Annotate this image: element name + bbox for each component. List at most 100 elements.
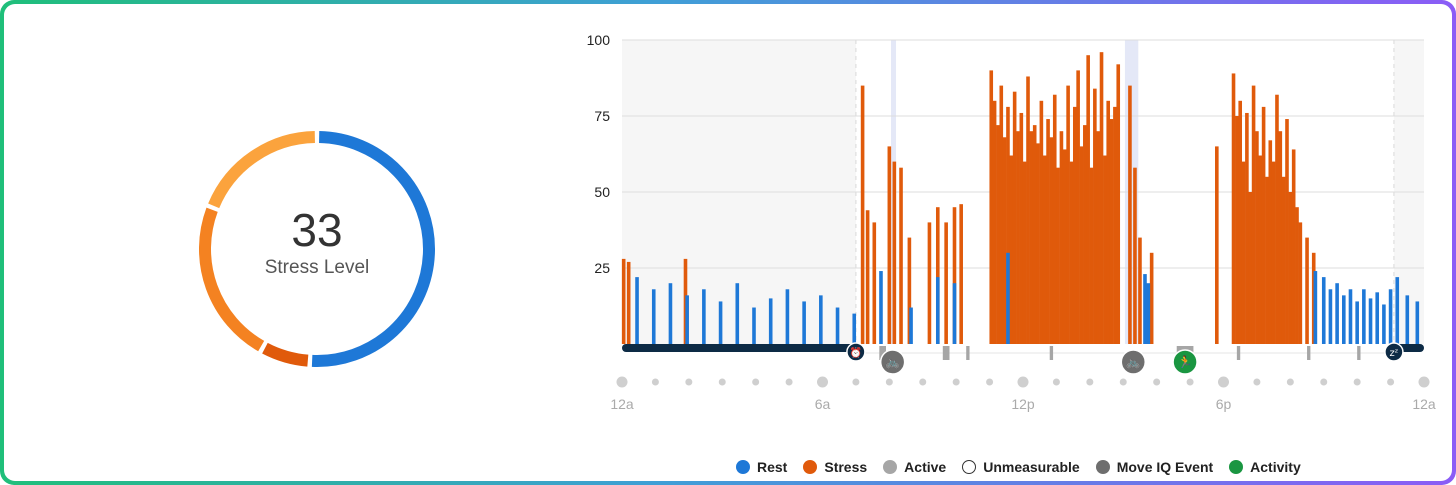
- stress-bar: [860, 85, 865, 344]
- legend-item-stress[interactable]: Stress: [803, 459, 867, 475]
- stress-bar: [1036, 143, 1040, 344]
- legend-swatch-activity: [1229, 460, 1244, 474]
- x-tick-label: 6a: [815, 396, 831, 412]
- sleep-zzz-marker: [1384, 342, 1404, 362]
- active-segment: [942, 346, 950, 360]
- stress-panel: 33 Stress Level 25 50 75 100 ⏰ 🚲 🚲 🏃 zᶻ 12a 6a 12p 6…: [4, 4, 1452, 481]
- stress-bar: [899, 167, 903, 344]
- donut-center: 33 Stress Level: [212, 204, 422, 280]
- rest-bar: [1006, 252, 1010, 344]
- stress-bar: [1099, 52, 1104, 344]
- stress-bar: [1278, 131, 1283, 344]
- legend-item-moveiq[interactable]: Move IQ Event: [1095, 459, 1214, 475]
- rest-bar: [1313, 271, 1318, 344]
- x-axis-dot: [952, 378, 960, 386]
- legend-swatch-rest: [736, 460, 750, 474]
- stress-bar: [1072, 106, 1077, 344]
- x-axis-dot: [718, 378, 726, 386]
- stress-bar: [1042, 155, 1047, 344]
- legend-label: Activity: [1250, 459, 1301, 475]
- stress-bar: [872, 222, 877, 344]
- x-tick-label: 12p: [1011, 396, 1035, 412]
- rest-bar: [1146, 283, 1151, 344]
- stress-bar: [865, 210, 870, 344]
- rest-bar: [1388, 289, 1393, 344]
- alarm-clock-icon: ⏰: [850, 346, 862, 359]
- legend-label: Stress: [824, 459, 868, 475]
- rest-bar: [651, 289, 656, 344]
- rest-bar: [802, 301, 806, 344]
- x-axis-dot: [852, 378, 860, 386]
- active-segment: [879, 346, 886, 360]
- rest-bar: [935, 277, 940, 344]
- donut-slice-high-stress: [262, 342, 309, 367]
- stress-bar: [1285, 119, 1289, 344]
- rest-bar: [879, 271, 883, 344]
- legend-item-rest[interactable]: Rest: [736, 459, 787, 475]
- donut-slice-rest: [311, 131, 436, 367]
- active-segment: [1357, 346, 1361, 360]
- legend-item-activity[interactable]: Activity: [1229, 459, 1301, 475]
- x-axis-dot: [1186, 378, 1194, 386]
- stress-bar: [1295, 207, 1299, 344]
- stress-bar: [1059, 131, 1064, 344]
- stress-bar: [1069, 161, 1074, 344]
- rest-bar: [1362, 289, 1366, 344]
- stress-bar: [1022, 161, 1027, 344]
- x-axis-dot: [1286, 378, 1294, 386]
- stress-bar: [1258, 155, 1263, 344]
- x-axis-dot: [1052, 378, 1060, 386]
- stress-bar: [1002, 137, 1007, 344]
- x-axis-dot: [885, 378, 893, 386]
- stress-bar: [1215, 146, 1219, 344]
- stress-bar: [959, 204, 963, 344]
- x-axis-dot: [1320, 378, 1328, 386]
- stress-bar: [1305, 237, 1309, 344]
- legend-swatch-unmeasurable: [962, 460, 977, 474]
- stress-bar: [1113, 106, 1117, 344]
- legend-label: Move IQ Event: [1116, 459, 1214, 475]
- stress-bar: [935, 207, 940, 344]
- rest-bar: [1335, 283, 1339, 344]
- rest-bar: [1368, 298, 1373, 344]
- stress-bar: [1109, 119, 1114, 344]
- stress-bar: [996, 125, 1000, 345]
- legend-swatch-active: [883, 460, 898, 474]
- rest-bar: [1328, 289, 1333, 344]
- rest-bar: [702, 289, 706, 344]
- x-axis-major-dot: [616, 376, 628, 388]
- stress-bar: [1093, 88, 1097, 344]
- rest-bar: [819, 295, 823, 344]
- stress-bar: [1026, 76, 1030, 344]
- legend-swatch-moveiq: [1095, 460, 1110, 474]
- x-axis-dot: [1086, 378, 1094, 386]
- legend-item-active[interactable]: Active: [883, 459, 946, 475]
- stress-bar: [1133, 167, 1137, 344]
- stress-bar: [1275, 94, 1279, 344]
- x-axis-dot: [785, 378, 793, 386]
- stress-bar: [621, 258, 626, 344]
- stress-bar: [1089, 167, 1094, 344]
- y-tick-label: 75: [594, 108, 610, 124]
- rest-bar: [1348, 289, 1353, 344]
- stress-score-label: Stress Level: [264, 257, 370, 278]
- stress-bar: [887, 146, 892, 344]
- legend-item-unmeasurable[interactable]: Unmeasurable: [962, 459, 1080, 475]
- stress-bar: [1149, 252, 1154, 344]
- rest-bar: [1375, 292, 1380, 344]
- stress-bar: [1241, 161, 1246, 344]
- rest-bar: [1355, 301, 1359, 344]
- stress-score: 33: [291, 204, 343, 256]
- stress-bar: [1103, 155, 1107, 344]
- x-axis-dot: [752, 378, 760, 386]
- stress-bar: [1039, 100, 1044, 344]
- active-segment: [1236, 346, 1241, 360]
- stress-bar: [1251, 85, 1256, 344]
- x-axis-dot: [1153, 378, 1161, 386]
- legend-label: Rest: [757, 459, 788, 475]
- stress-bar: [1116, 64, 1121, 344]
- x-tick-label: 6p: [1216, 396, 1232, 412]
- stress-bar: [1076, 70, 1080, 345]
- rest-bar: [1395, 277, 1400, 344]
